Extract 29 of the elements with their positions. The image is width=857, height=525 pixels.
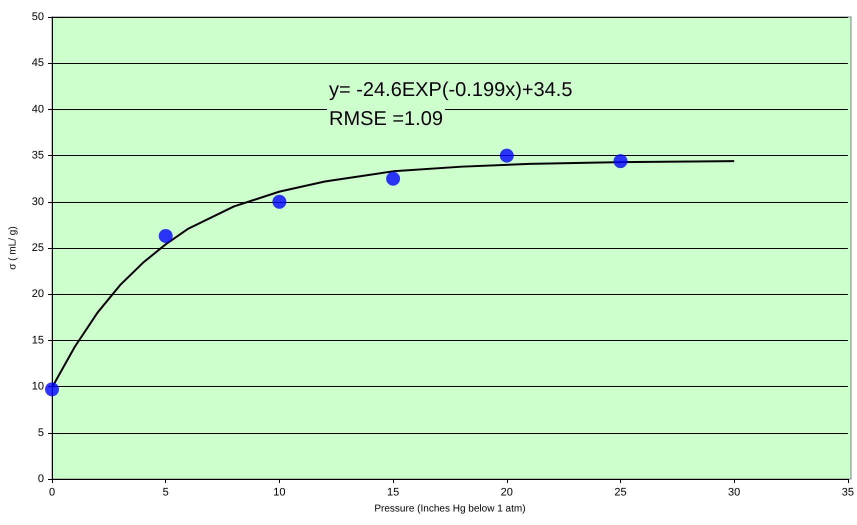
y-tick-label: 50 (32, 11, 44, 23)
annotation: y= -24.6EXP(-0.199x)+34.5 (329, 79, 572, 101)
y-tick-label: 20 (32, 288, 44, 300)
y-axis-title: σ ( mL/ g) (8, 226, 18, 270)
x-tick-label: 20 (500, 486, 513, 498)
annotation: RMSE =1.09 (329, 108, 443, 130)
x-tick-label: 0 (48, 486, 56, 498)
point (158, 228, 173, 243)
x-axis-title: Pressure (Inches Hg below 1 atm) (374, 504, 526, 514)
y-tick-label: 0 (38, 473, 44, 485)
point (500, 148, 514, 163)
y-tick-label: 10 (32, 380, 44, 393)
point (614, 154, 628, 168)
y-tick-label: 25 (32, 242, 44, 254)
x-tick-label: 15 (386, 486, 400, 498)
y-tick-label: 30 (32, 196, 44, 208)
point (386, 172, 400, 186)
y-tick-label: 40 (32, 103, 44, 116)
x-tick-label: 5 (162, 486, 169, 498)
y-tick-label: 15 (32, 334, 44, 346)
point (272, 194, 286, 209)
x-tick-label: 35 (842, 486, 854, 498)
y-tick-label: 35 (32, 150, 44, 162)
y-tick-label: 5 (38, 426, 44, 439)
point (45, 382, 59, 396)
x-tick-label: 30 (728, 486, 740, 498)
y-tick-label: 45 (32, 57, 44, 70)
x-tick-label: 25 (614, 486, 627, 498)
x-tick-label: 10 (273, 486, 286, 498)
